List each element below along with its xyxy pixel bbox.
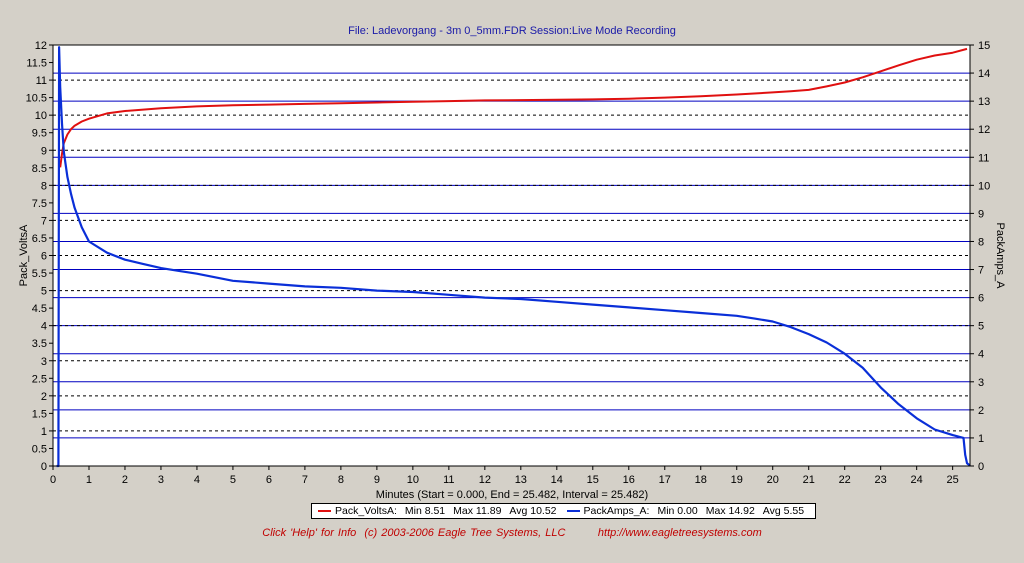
x-tick-label: 14 (551, 474, 563, 486)
y-right-tick-label: 5 (978, 321, 984, 333)
y-left-tick-label: 3 (41, 356, 47, 368)
y-left-tick-label: 9 (41, 145, 47, 157)
y-right-tick-label: 0 (978, 461, 984, 473)
legend-min: Min 0.00 (657, 505, 698, 517)
x-tick-label: 12 (479, 474, 491, 486)
y-right-tick-label: 15 (978, 40, 990, 52)
y-left-tick-label: 8 (41, 180, 47, 192)
y-left-tick-label: 9.5 (32, 128, 47, 140)
plot-border (52, 44, 971, 467)
y-left-tick-label: 8.5 (32, 163, 47, 175)
y-right-tick-label: 2 (978, 405, 984, 417)
y-left-tick-label: 6 (41, 251, 47, 263)
y-left-tick-label: 1 (41, 426, 47, 438)
legend-entry-amps: PackAmps_A: Min 0.00 Max 14.92 Avg 5.55 (566, 505, 805, 517)
x-tick-label: 8 (338, 474, 344, 486)
y-right-tick-label: 7 (978, 265, 984, 277)
y-left-tick-label: 11.5 (26, 58, 47, 70)
x-tick-label: 6 (266, 474, 272, 486)
y-left-tick-label: 0.5 (32, 443, 47, 455)
x-tick-label: 3 (158, 474, 164, 486)
x-axis-title: Minutes (Start = 0.000, End = 25.482, In… (375, 489, 649, 501)
x-tick-label: 19 (731, 474, 743, 486)
x-tick-label: 1 (86, 474, 92, 486)
x-tick-label: 21 (803, 474, 815, 486)
y-right-tick-label: 8 (978, 236, 984, 248)
grid-lines (53, 44, 970, 467)
x-tick-label: 20 (767, 474, 779, 486)
x-tick-label: 0 (50, 474, 56, 486)
x-tick-label: 17 (659, 474, 671, 486)
y-left-tick-label: 2 (41, 391, 47, 403)
y-left-tick-label: 4 (41, 321, 47, 333)
legend-max: Max 14.92 (705, 505, 755, 517)
y-right-tick-label: 11 (978, 152, 989, 164)
y-left-tick-label: 7.5 (32, 198, 47, 210)
y-left-tick-label: 6.5 (32, 233, 47, 245)
x-tick-label: 10 (407, 474, 419, 486)
y-right-axis-title: PackAmps_A (994, 222, 1006, 289)
y-left-tick-label: 2.5 (32, 373, 47, 385)
y-left-tick-label: 3.5 (32, 338, 47, 350)
y-right-tick-label: 3 (978, 377, 984, 389)
legend: Pack_VoltsA: Min 8.51 Max 11.89 Avg 10.5… (311, 503, 816, 519)
x-tick-label: 22 (839, 474, 851, 486)
y-right-tick-label: 14 (978, 68, 990, 80)
y-right-tick-label: 6 (978, 293, 984, 305)
y-left-tick-labels: 00.511.522.533.544.555.566.577.588.599.5… (26, 40, 53, 473)
y-left-axis-title: Pack_VoltsA (18, 224, 30, 286)
x-tick-label: 11 (443, 474, 454, 486)
x-tick-label: 16 (623, 474, 635, 486)
chart-title: File: Ladevorgang - 3m 0_5mm.FDR Session… (348, 25, 676, 37)
x-tick-label: 23 (875, 474, 887, 486)
legend-entry-volts: Pack_VoltsA: Min 8.51 Max 11.89 Avg 10.5… (318, 505, 557, 517)
y-right-tick-label: 4 (978, 349, 984, 361)
x-tick-label: 7 (302, 474, 308, 486)
y-left-tick-label: 5.5 (32, 268, 47, 280)
y-left-tick-label: 10 (35, 110, 47, 122)
y-right-tick-label: 10 (978, 180, 990, 192)
y-left-tick-label: 10.5 (26, 93, 47, 105)
y-right-tick-label: 12 (978, 124, 990, 136)
x-tick-label: 13 (515, 474, 527, 486)
series-line-pack-voltsa (59, 47, 968, 168)
y-right-tick-label: 9 (978, 208, 984, 220)
legend-avg: Avg 5.55 (762, 505, 805, 517)
footer: Click 'Help' for Info (c) 2003-2006 Eagl… (0, 527, 1024, 539)
y-left-tick-label: 11 (36, 75, 47, 87)
legend-series-name: Pack_VoltsA: (335, 505, 397, 517)
y-right-tick-label: 13 (978, 96, 990, 108)
amps-swatch (566, 510, 580, 512)
y-left-tick-label: 7 (41, 215, 47, 227)
legend-min: Min 8.51 (404, 505, 446, 517)
x-tick-label: 4 (194, 474, 200, 486)
y-left-tick-label: 4.5 (32, 303, 47, 315)
legend-avg: Avg 10.52 (509, 505, 557, 517)
y-right-tick-label: 1 (978, 433, 984, 445)
volts-swatch (318, 510, 331, 512)
x-tick-label: 2 (122, 474, 128, 486)
series-lines (56, 46, 971, 468)
y-left-tick-label: 1.5 (32, 408, 47, 420)
x-tick-label: 25 (947, 474, 959, 486)
footer-url-link[interactable]: http://www.eagletreesystems.com (597, 527, 762, 539)
y-left-tick-label: 12 (35, 40, 47, 52)
x-tick-label: 24 (911, 474, 923, 486)
y-left-tick-label: 5 (41, 286, 47, 298)
series-line-packamps-a (56, 46, 971, 468)
legend-series-name: PackAmps_A: (583, 505, 650, 517)
x-tick-labels: 0 1 2 3 4 5 6 7 8 9 10 11 12 13 14 15 16 17 18 19 20 21 22 23 24… (50, 466, 959, 486)
legend-max: Max 11.89 (453, 505, 502, 517)
x-tick-label: 5 (230, 474, 236, 486)
y-left-tick-label: 0 (41, 461, 47, 473)
x-tick-label: 15 (587, 474, 599, 486)
x-tick-label: 18 (695, 474, 707, 486)
x-tick-label: 9 (374, 474, 380, 486)
footer-help-text: Click 'Help' for Info (c) 2003-2006 Eagl… (262, 527, 566, 539)
